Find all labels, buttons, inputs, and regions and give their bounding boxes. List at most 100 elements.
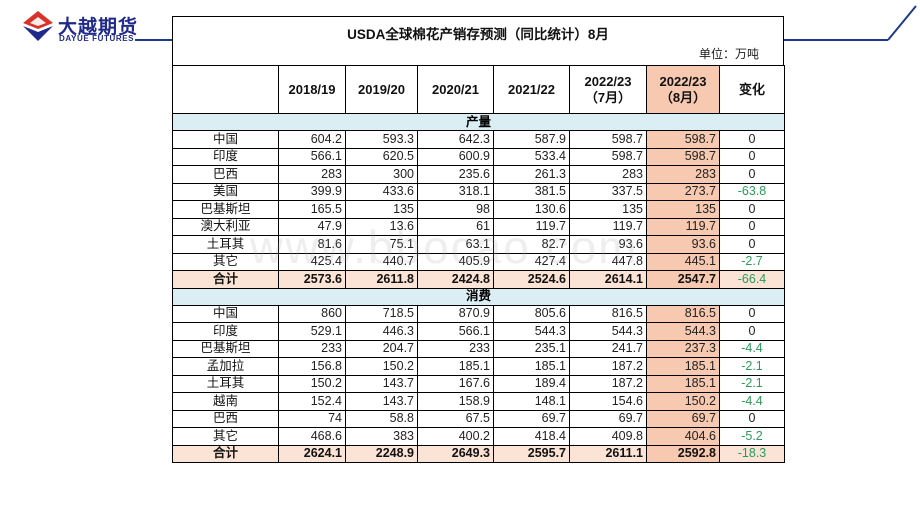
- value-cell: 167.6: [417, 374, 494, 393]
- row-label: 印度: [172, 322, 279, 341]
- value-cell: 119.7: [493, 217, 570, 236]
- row-label: 中国: [172, 130, 279, 149]
- value-cell: 447.8: [569, 252, 647, 271]
- row-label: 孟加拉: [172, 357, 279, 376]
- value-cell: 185.1: [493, 357, 570, 376]
- value-cell: 143.7: [345, 374, 418, 393]
- value-cell: 135: [569, 200, 647, 219]
- value-cell: 185.1: [646, 374, 720, 393]
- value-cell: 185.1: [417, 357, 494, 376]
- value-cell: 544.3: [569, 322, 647, 341]
- change-cell: -2.7: [719, 252, 785, 271]
- value-cell: 237.3: [646, 339, 720, 358]
- table-row: 土耳其 150.2 143.7 167.6 189.4 187.2 185.1 -2.1: [172, 374, 785, 393]
- value-cell: 598.7: [569, 130, 647, 149]
- table-row: 中国 860 718.5 870.9 805.6 816.5 816.5 0: [172, 304, 785, 323]
- value-cell: 2592.8: [646, 444, 720, 463]
- value-cell: 440.7: [345, 252, 418, 271]
- change-cell: -4.4: [719, 339, 785, 358]
- value-cell: 143.7: [345, 392, 418, 411]
- value-cell: 598.7: [569, 147, 647, 166]
- value-cell: 187.2: [569, 357, 647, 376]
- column-header: 2020/21: [417, 65, 494, 114]
- value-cell: 381.5: [493, 182, 570, 201]
- table-row: 其它 468.6 383 400.2 418.4 409.8 404.6 -5.2: [172, 427, 785, 446]
- value-cell: 148.1: [493, 392, 570, 411]
- cotton-balance-table: 2018/19 2019/20 2020/21 2021/22 2022/23 （7月） 2…: [172, 65, 785, 463]
- value-cell: 529.1: [278, 322, 346, 341]
- value-cell: 418.4: [493, 427, 570, 446]
- value-cell: 150.2: [278, 374, 346, 393]
- value-cell: 98: [417, 200, 494, 219]
- value-cell: 189.4: [493, 374, 570, 393]
- value-cell: 870.9: [417, 304, 494, 323]
- column-header: 2021/22: [493, 65, 570, 114]
- row-label: 巴基斯坦: [172, 339, 279, 358]
- value-cell: 600.9: [417, 147, 494, 166]
- value-cell: 409.8: [569, 427, 647, 446]
- value-cell: 61: [417, 217, 494, 236]
- change-cell: 0: [719, 322, 785, 341]
- brand-name-cn: 大越期货: [58, 17, 139, 38]
- value-cell: 2649.3: [417, 444, 494, 463]
- total-row: 合计 2624.1 2248.9 2649.3 2595.7 2611.1 2592.8 -1…: [172, 444, 785, 463]
- value-cell: 273.7: [646, 182, 720, 201]
- table-row: 巴西 283 300 235.6 261.3 283 283 0: [172, 165, 785, 184]
- header-decoration: [0, 0, 920, 60]
- table-row: 巴基斯坦 165.5 135 98 130.6 135 135 0: [172, 200, 785, 219]
- value-cell: 533.4: [493, 147, 570, 166]
- column-header: 2022/23 （7月）: [569, 65, 647, 114]
- row-label: 巴西: [172, 165, 279, 184]
- change-cell: -5.2: [719, 427, 785, 446]
- table-row: 巴基斯坦 233 204.7 233 235.1 241.7 237.3 -4.4: [172, 339, 785, 358]
- column-header: 2018/19: [278, 65, 346, 114]
- value-cell: 2547.7: [646, 270, 720, 289]
- value-cell: 566.1: [417, 322, 494, 341]
- usda-table-document: USDA全球棉花产销存预测（同比统计）8月 单位：万吨 2018/19 2019/…: [172, 16, 785, 463]
- value-cell: 63.1: [417, 235, 494, 254]
- row-label: 印度: [172, 147, 279, 166]
- header-row: 2018/19 2019/20 2020/21 2021/22 2022/23 （7月） 2…: [172, 65, 785, 114]
- section-title: 产量: [172, 113, 785, 131]
- value-cell: 69.7: [646, 409, 720, 428]
- change-cell: -63.8: [719, 182, 785, 201]
- value-cell: 2595.7: [493, 444, 570, 463]
- change-cell: 0: [719, 165, 785, 184]
- value-cell: 2611.8: [345, 270, 418, 289]
- value-cell: 566.1: [278, 147, 346, 166]
- value-cell: 337.5: [569, 182, 647, 201]
- row-label: 合计: [172, 270, 279, 289]
- change-cell: 0: [719, 147, 785, 166]
- value-cell: 598.7: [646, 147, 720, 166]
- value-cell: 283: [646, 165, 720, 184]
- value-cell: 156.8: [278, 357, 346, 376]
- row-label: 合计: [172, 444, 279, 463]
- value-cell: 544.3: [493, 322, 570, 341]
- value-cell: 318.1: [417, 182, 494, 201]
- row-label: 美国: [172, 182, 279, 201]
- brand-name-en: DAYUE FUTURES: [59, 34, 135, 43]
- row-label: 土耳其: [172, 374, 279, 393]
- row-label: 其它: [172, 427, 279, 446]
- value-cell: 283: [278, 165, 346, 184]
- table-row: 孟加拉 156.8 150.2 185.1 185.1 187.2 185.1 -2.1: [172, 357, 785, 376]
- table-row: 土耳其 81.6 75.1 63.1 82.7 93.6 93.6 0: [172, 235, 785, 254]
- value-cell: 82.7: [493, 235, 570, 254]
- value-cell: 185.1: [646, 357, 720, 376]
- column-header: 变化: [719, 65, 785, 114]
- row-label: 澳大利亚: [172, 217, 279, 236]
- row-label: 越南: [172, 392, 279, 411]
- value-cell: 642.3: [417, 130, 494, 149]
- value-cell: 400.2: [417, 427, 494, 446]
- table-row: 印度 566.1 620.5 600.9 533.4 598.7 598.7 0: [172, 147, 785, 166]
- value-cell: 433.6: [345, 182, 418, 201]
- value-cell: 74: [278, 409, 346, 428]
- table-row: 其它 425.4 440.7 405.9 427.4 447.8 445.1 -2.7: [172, 252, 785, 271]
- value-cell: 805.6: [493, 304, 570, 323]
- value-cell: 405.9: [417, 252, 494, 271]
- value-cell: 150.2: [345, 357, 418, 376]
- row-label: 巴基斯坦: [172, 200, 279, 219]
- value-cell: 427.4: [493, 252, 570, 271]
- value-cell: 233: [417, 339, 494, 358]
- change-cell: -2.1: [719, 374, 785, 393]
